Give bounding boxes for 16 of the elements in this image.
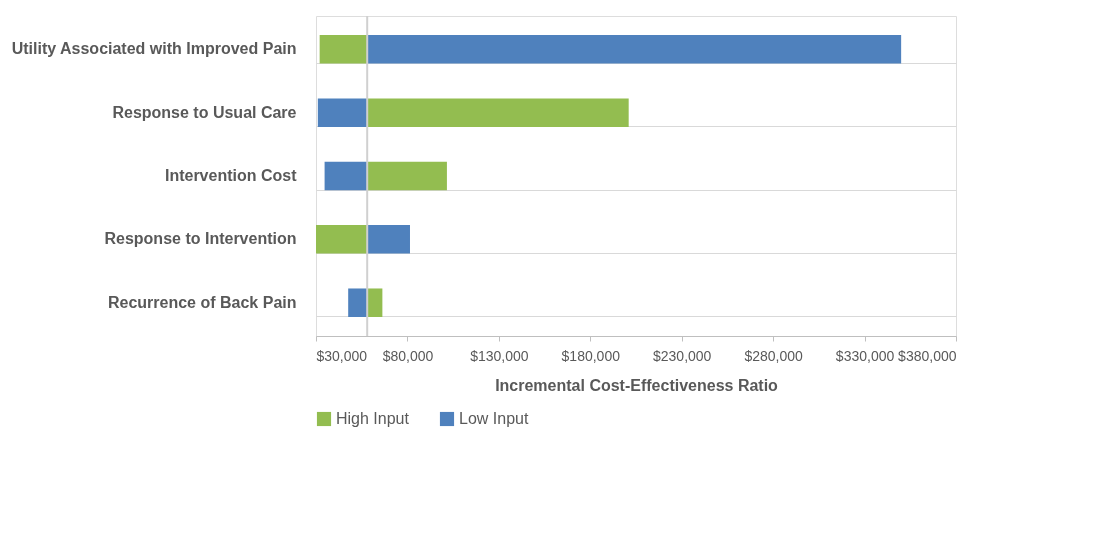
x-tick-label: $230,000 (653, 347, 712, 364)
y-tick-label: Response to Usual Care (112, 103, 297, 121)
x-tick-label: $30,000 (316, 347, 368, 364)
x-tick-label: $380,000 (898, 347, 957, 364)
x-tick-label: $330,000 (835, 347, 895, 364)
y-tick-label: Intervention Cost (164, 167, 298, 184)
y-tick-label: Response to Intervention (104, 230, 297, 248)
legend-label: High Input (336, 410, 410, 427)
x-tick-label: $130,000 (470, 347, 529, 364)
y-tick-label: Utility Associated with Improved Pain (11, 40, 297, 58)
x-axis-title: Incremental Cost-Effectiveness Ratio (495, 376, 779, 394)
y-tick-label: Recurrence of Back Pain (107, 293, 297, 311)
legend-label: Low Input (459, 410, 529, 427)
x-tick-label: $280,000 (744, 347, 804, 364)
x-tick-label: $80,000 (382, 347, 434, 364)
x-tick-label: $180,000 (561, 347, 621, 364)
